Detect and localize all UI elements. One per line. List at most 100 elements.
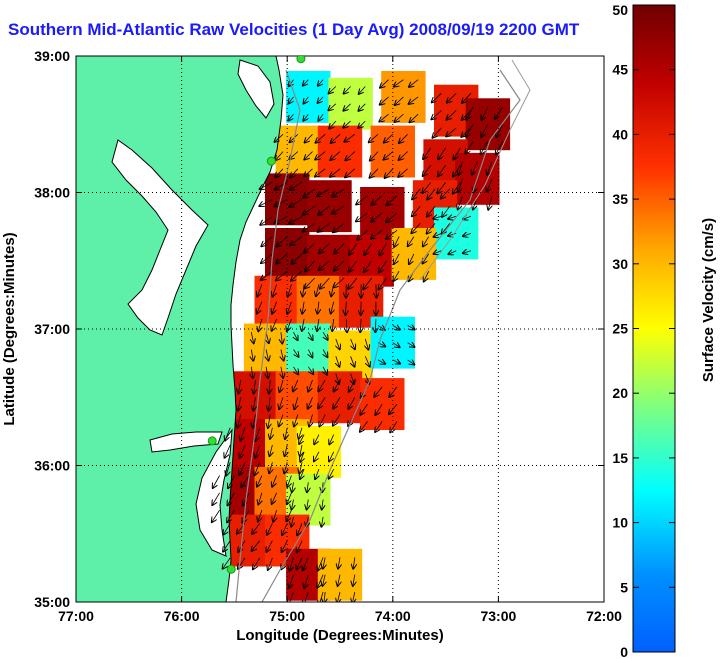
y-tick-label: 39:00	[34, 48, 70, 64]
velocity-vector	[294, 332, 298, 340]
x-tick-label: 77:00	[58, 608, 94, 624]
velocity-vector	[290, 134, 299, 142]
velocity-vector	[300, 451, 304, 462]
velocity-vector	[385, 168, 394, 178]
velocity-vector	[386, 229, 398, 239]
velocity-vector	[304, 591, 309, 602]
station-marker	[266, 156, 276, 166]
x-axis-ticks: 77:00 76:00 75:00 74:00 73:00 72:00	[58, 56, 622, 624]
velocity-vector	[258, 492, 262, 505]
velocity-vector	[291, 270, 303, 281]
velocity-vector	[292, 499, 294, 510]
velocity-vector	[238, 414, 241, 428]
velocity-vector	[252, 523, 261, 534]
velocity-vector	[329, 120, 337, 129]
velocity-vector	[331, 284, 334, 296]
velocity-vector	[288, 113, 294, 120]
velocity-vector	[276, 253, 288, 264]
velocity-vector	[437, 182, 446, 194]
velocity-vector	[319, 243, 330, 254]
velocity-vector	[276, 151, 284, 161]
velocity-vector	[356, 212, 368, 221]
velocity-vector	[268, 557, 273, 570]
velocity-vector	[407, 325, 415, 329]
velocity-vector	[432, 93, 442, 102]
velocity-vector	[257, 284, 263, 296]
vector-cluster	[238, 379, 271, 428]
velocity-vector	[223, 523, 231, 534]
velocity-vector	[392, 343, 400, 348]
velocity-vector	[346, 318, 347, 332]
velocity-vector	[394, 79, 404, 87]
vector-cluster	[279, 379, 313, 427]
velocity-vector	[303, 188, 315, 198]
velocity-vector	[226, 462, 231, 475]
station-marker	[226, 564, 236, 574]
velocity-vector	[223, 557, 231, 569]
velocity-vector	[329, 86, 337, 94]
velocity-vector	[424, 271, 430, 281]
velocity-vector	[305, 134, 313, 142]
velocity-vector	[364, 260, 373, 272]
velocity-vector	[371, 212, 383, 222]
velocity-vector	[386, 212, 398, 222]
velocity-vector	[332, 205, 345, 213]
velocity-vector	[433, 216, 442, 219]
velocity-vector	[371, 195, 383, 205]
velocity-vector	[318, 113, 323, 121]
velocity-vector	[351, 338, 355, 349]
velocity-vector	[482, 106, 489, 120]
velocity-vector	[319, 260, 330, 270]
velocity-vector	[291, 253, 303, 264]
velocity-vector	[369, 133, 379, 142]
velocity-vector	[316, 133, 326, 142]
velocity-vector	[356, 195, 368, 205]
velocity-vector	[465, 141, 474, 154]
velocity-vector	[285, 444, 288, 456]
velocity-vector	[251, 349, 253, 361]
x-tick-label: 72:00	[586, 608, 622, 624]
y-axis-ticks: 35:00 36:00 37:00 38:00 39:00	[34, 48, 604, 610]
velocity-vector	[423, 253, 430, 264]
vector-cluster	[379, 79, 419, 123]
velocity-vector	[399, 134, 408, 143]
velocity-vector	[240, 444, 246, 458]
velocity-vector	[304, 168, 313, 177]
velocity-vector	[307, 366, 313, 374]
velocity-vector	[318, 223, 330, 232]
velocity-vector	[290, 181, 303, 190]
velocity-vector	[375, 403, 383, 415]
velocity-vector	[334, 260, 345, 271]
vector-cluster	[303, 188, 345, 232]
velocity-vector	[336, 338, 340, 349]
velocity-vector	[318, 397, 326, 408]
velocity-vector	[289, 96, 294, 104]
velocity-vector	[255, 444, 261, 458]
velocity-vector	[273, 509, 277, 522]
velocity-vector	[260, 181, 273, 189]
velocity-vector	[458, 195, 463, 209]
velocity-vector	[488, 195, 493, 210]
velocity-vector	[238, 379, 240, 393]
velocity-vector	[293, 379, 299, 391]
velocity-vector	[300, 468, 304, 479]
velocity-vector	[333, 277, 345, 287]
velocity-vector	[238, 397, 241, 410]
grid-lines	[76, 56, 604, 602]
velocity-vector	[394, 236, 400, 247]
velocity-vector	[329, 468, 335, 479]
velocity-vector	[386, 195, 398, 206]
velocity-vector	[305, 260, 315, 272]
velocity-vector	[371, 229, 383, 238]
velocity-vector	[448, 233, 457, 236]
velocity-vector	[267, 523, 273, 535]
velocity-vector	[364, 356, 369, 366]
y-tick-label: 38:00	[34, 185, 70, 201]
velocity-vector	[487, 178, 493, 192]
vector-cluster	[315, 133, 356, 177]
velocity-vector	[319, 414, 326, 427]
velocity-vector	[308, 332, 312, 340]
velocity-vector	[322, 499, 323, 510]
velocity-vector	[299, 462, 302, 473]
velocity-vector	[275, 168, 284, 177]
